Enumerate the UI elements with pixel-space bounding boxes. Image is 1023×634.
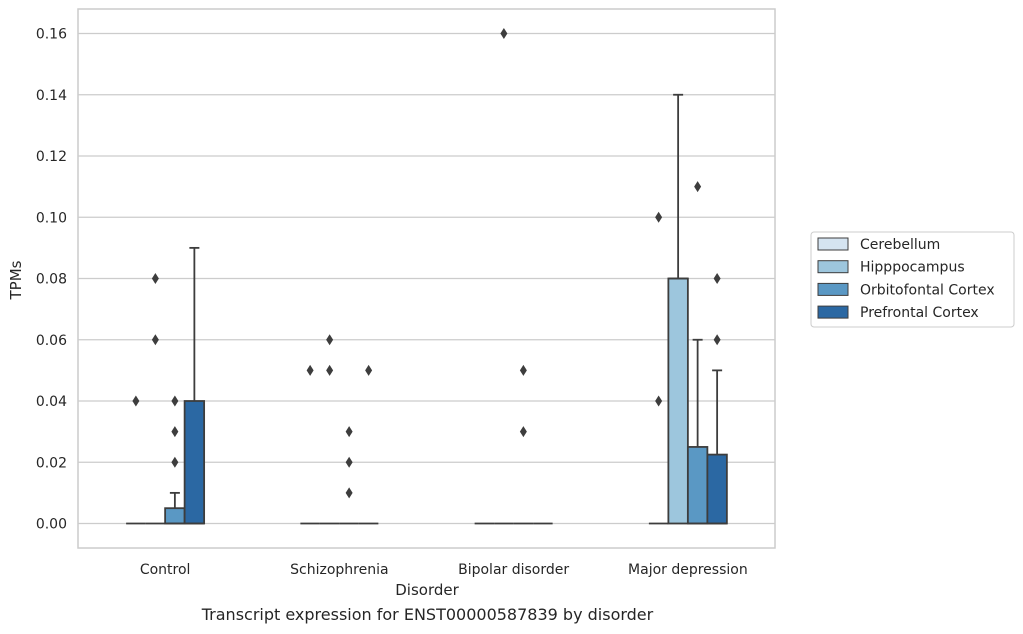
x-tick-label: Schizophrenia xyxy=(290,562,388,578)
outlier-point xyxy=(306,364,314,376)
legend-label: Cerebellum xyxy=(860,237,940,253)
box-plot xyxy=(300,364,320,525)
outlier-point xyxy=(519,426,527,438)
box-plot xyxy=(648,211,669,525)
box-iqr xyxy=(706,453,728,525)
y-tick-label: 0.10 xyxy=(36,210,67,226)
outlier-point xyxy=(326,334,334,346)
legend: Cerebellum Hipppocampus Orbitofontal Corte… xyxy=(810,231,1015,328)
box-plot xyxy=(183,246,206,525)
legend-label: Orbitofontal Cortex xyxy=(860,282,995,298)
outlier-point xyxy=(326,364,334,376)
box-iqr xyxy=(183,400,206,525)
legend-swatch xyxy=(817,305,849,319)
plot-frame xyxy=(77,8,776,549)
y-tick-label: 0.12 xyxy=(36,149,67,165)
box-plot xyxy=(319,334,340,525)
x-axis-label: Disorder xyxy=(395,581,459,599)
outlier-point xyxy=(519,364,527,376)
outlier-point xyxy=(713,334,721,346)
outlier-point xyxy=(171,395,179,407)
y-tick-label: 0.04 xyxy=(36,394,67,410)
outlier-point xyxy=(694,181,702,193)
y-tick-label: 0.02 xyxy=(36,455,67,471)
legend-swatch xyxy=(817,260,849,274)
boxes xyxy=(126,28,728,525)
x-tick-label: Control xyxy=(140,562,191,578)
legend-box xyxy=(810,231,1015,328)
box-plot xyxy=(686,181,709,525)
outlier-point xyxy=(655,395,663,407)
y-tick-label: 0.16 xyxy=(36,27,67,43)
box-iqr xyxy=(164,507,186,525)
y-tick-label: 0.14 xyxy=(36,88,67,104)
legend-swatch xyxy=(817,237,849,251)
chart-caption: Transcript expression for ENST0000058783… xyxy=(201,605,654,624)
outlier-point xyxy=(345,487,353,499)
outlier-point xyxy=(365,364,373,376)
outlier-point xyxy=(345,456,353,468)
legend-label: Hipppocampus xyxy=(860,260,965,276)
x-tick-label: Bipolar disorder xyxy=(458,562,569,578)
y-tick-label: 0.08 xyxy=(36,272,67,288)
outlier-point xyxy=(171,426,179,438)
box-plot xyxy=(126,395,146,525)
legend-label: Prefrontal Cortex xyxy=(860,305,979,321)
x-tick-labels: Control Schizophrenia Bipolar disorder Majo… xyxy=(140,562,748,578)
box-plot xyxy=(339,426,359,525)
y-tick-labels: 0.00 0.02 0.04 0.06 0.08 0.10 0.12 0.14 0.16 xyxy=(36,27,67,533)
outlier-point xyxy=(132,395,140,407)
outlier-point xyxy=(151,334,159,346)
outlier-point xyxy=(171,456,179,468)
box-plot xyxy=(513,364,534,525)
outlier-point xyxy=(500,28,508,39)
outlier-point xyxy=(713,273,721,284)
box-plot xyxy=(358,364,379,525)
box-plot xyxy=(145,273,166,525)
outlier-point xyxy=(151,273,159,284)
box-plot xyxy=(667,93,689,525)
x-tick-label: Major depression xyxy=(628,562,748,578)
outlier-point xyxy=(345,426,353,438)
box-iqr xyxy=(686,446,709,525)
box-iqr xyxy=(667,277,689,525)
y-tick-label: 0.00 xyxy=(36,517,67,533)
legend-swatch xyxy=(817,282,849,296)
outlier-point xyxy=(655,211,663,223)
y-axis-label: TPMs xyxy=(7,260,25,300)
box-plot xyxy=(706,273,728,525)
y-tick-label: 0.06 xyxy=(36,333,67,349)
box-plot xyxy=(494,28,514,525)
